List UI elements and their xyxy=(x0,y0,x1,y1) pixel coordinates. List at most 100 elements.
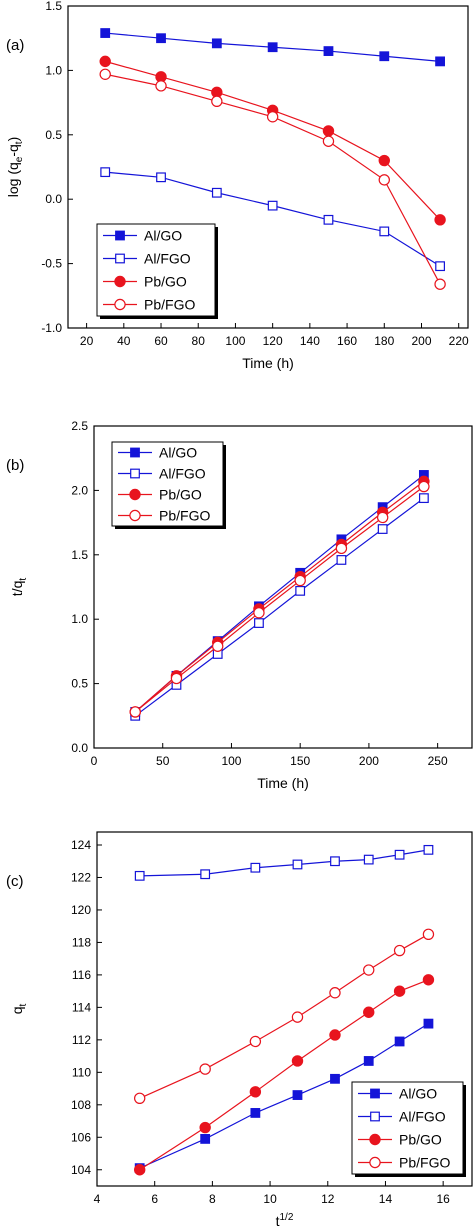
data-point xyxy=(155,80,167,92)
data-point xyxy=(292,859,303,870)
y-axis-label-sub: e xyxy=(14,156,25,162)
data-point xyxy=(292,1090,303,1100)
data-point xyxy=(199,1063,211,1075)
x-tick-label: 250 xyxy=(428,754,448,768)
data-point xyxy=(99,55,111,68)
x-tick-label: 16 xyxy=(436,1192,450,1206)
y-axis-label-sub: t xyxy=(14,141,25,144)
y-tick-label: -0.5 xyxy=(41,257,62,271)
y-tick-label: 0.0 xyxy=(71,741,88,755)
y-tick-label: 114 xyxy=(72,1000,91,1014)
data-point xyxy=(434,214,446,226)
data-point xyxy=(129,706,141,718)
data-point xyxy=(335,542,348,555)
x-tick-label: 6 xyxy=(151,1192,158,1206)
legend-marker xyxy=(130,468,140,479)
data-point xyxy=(295,585,306,596)
data-point xyxy=(249,1086,262,1098)
data-point xyxy=(200,869,211,880)
x-tick-label: 100 xyxy=(221,754,241,768)
y-tick-label: 1.5 xyxy=(71,548,88,562)
x-axis-label-base: t xyxy=(276,1213,280,1228)
series-line xyxy=(134,486,425,713)
data-point xyxy=(418,480,430,493)
y-tick-label: 2.5 xyxy=(71,419,88,433)
data-point xyxy=(254,618,264,628)
x-tick-label: 4 xyxy=(94,1192,101,1206)
data-point xyxy=(336,555,347,565)
legend-marker xyxy=(370,1088,380,1099)
y-tick-label: 120 xyxy=(71,903,91,917)
x-tick-label: 40 xyxy=(117,334,131,348)
y-tick-label: 112 xyxy=(72,1033,91,1047)
y-tick-label: 122 xyxy=(71,870,91,884)
y-tick-label: 118 xyxy=(72,935,91,949)
y-axis-label: qt xyxy=(9,1003,29,1014)
legend-marker xyxy=(130,447,140,458)
x-tick-label: 10 xyxy=(263,1192,277,1206)
legend: Al/GO Al/FGO Pb/GO Pb/FGO xyxy=(96,223,218,319)
y-axis-label-sub: t xyxy=(18,578,29,581)
legend-label: Pb/FGO xyxy=(159,508,210,524)
data-point xyxy=(212,640,224,652)
data-point xyxy=(211,38,222,49)
series-pb-fgo xyxy=(99,68,446,290)
series-pb-go xyxy=(133,974,435,1176)
legend-marker xyxy=(115,253,125,264)
plot-frame xyxy=(67,5,469,329)
data-point xyxy=(134,870,145,881)
x-tick-label: 120 xyxy=(263,334,283,348)
x-tick-label: 8 xyxy=(209,1192,216,1206)
data-point xyxy=(211,187,222,198)
data-point xyxy=(423,844,434,855)
legend-label: Al/FGO xyxy=(159,466,206,482)
chart-panel-1: (a) 20 40 60 80 100 120 140 160 180 200 220 -1.0 -0.5… xyxy=(5,0,469,371)
x-tick-label: 160 xyxy=(337,334,357,348)
y-axis-label-part: -q xyxy=(5,144,21,156)
y-tick-label: 1.0 xyxy=(71,612,88,626)
y-tick-label: 0.5 xyxy=(45,128,62,142)
data-point xyxy=(267,200,278,211)
data-point xyxy=(363,1056,374,1066)
data-point xyxy=(253,607,265,619)
series-line xyxy=(139,933,429,1099)
series-line xyxy=(134,497,425,717)
data-point xyxy=(156,172,166,183)
panel-label: (b) xyxy=(6,457,24,474)
data-point xyxy=(133,1092,146,1105)
x-tick-label: 220 xyxy=(449,334,469,348)
data-point xyxy=(422,928,435,941)
data-point xyxy=(379,51,390,62)
data-point xyxy=(267,42,278,53)
legend-label: Al/FGO xyxy=(144,251,191,267)
legend-label: Pb/GO xyxy=(144,274,187,290)
data-point xyxy=(378,154,390,167)
y-axis-label-part: log (q xyxy=(5,162,21,197)
series-line xyxy=(139,979,429,1171)
data-point xyxy=(100,28,111,38)
data-point xyxy=(393,944,406,957)
x-tick-label: 14 xyxy=(379,1192,393,1206)
x-tick-label: 150 xyxy=(290,754,310,768)
x-tick-label: 140 xyxy=(300,334,320,348)
legend: Al/GO Al/FGO Pb/GO Pb/FGO xyxy=(111,441,226,529)
plot-frame xyxy=(96,831,473,1187)
data-point xyxy=(322,125,335,137)
legend-label: Pb/FGO xyxy=(144,297,195,313)
data-point xyxy=(200,1134,211,1144)
data-point xyxy=(418,493,429,504)
data-point xyxy=(170,672,183,685)
legend-marker xyxy=(114,275,126,288)
y-tick-label: 106 xyxy=(71,1130,91,1144)
legend-marker xyxy=(369,1133,381,1146)
y-tick-label: 1.0 xyxy=(45,63,62,77)
data-point xyxy=(330,856,340,867)
series-line xyxy=(139,849,429,877)
data-point xyxy=(363,964,375,976)
legend-label: Al/GO xyxy=(144,228,182,244)
data-point xyxy=(376,511,389,524)
data-point xyxy=(291,1011,304,1023)
data-point xyxy=(435,56,445,67)
data-point xyxy=(99,68,111,80)
data-point xyxy=(393,985,406,997)
